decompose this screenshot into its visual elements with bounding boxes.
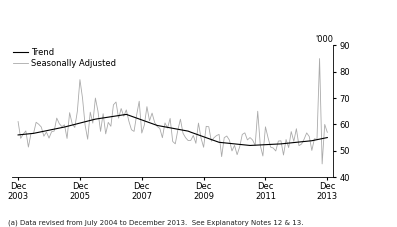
Text: (a) Data revised from July 2004 to December 2013.  See Explanatory Notes 12 & 13: (a) Data revised from July 2004 to Decem… [8, 219, 303, 226]
Text: '000: '000 [316, 35, 333, 44]
Legend: Trend, Seasonally Adjusted: Trend, Seasonally Adjusted [13, 48, 116, 67]
